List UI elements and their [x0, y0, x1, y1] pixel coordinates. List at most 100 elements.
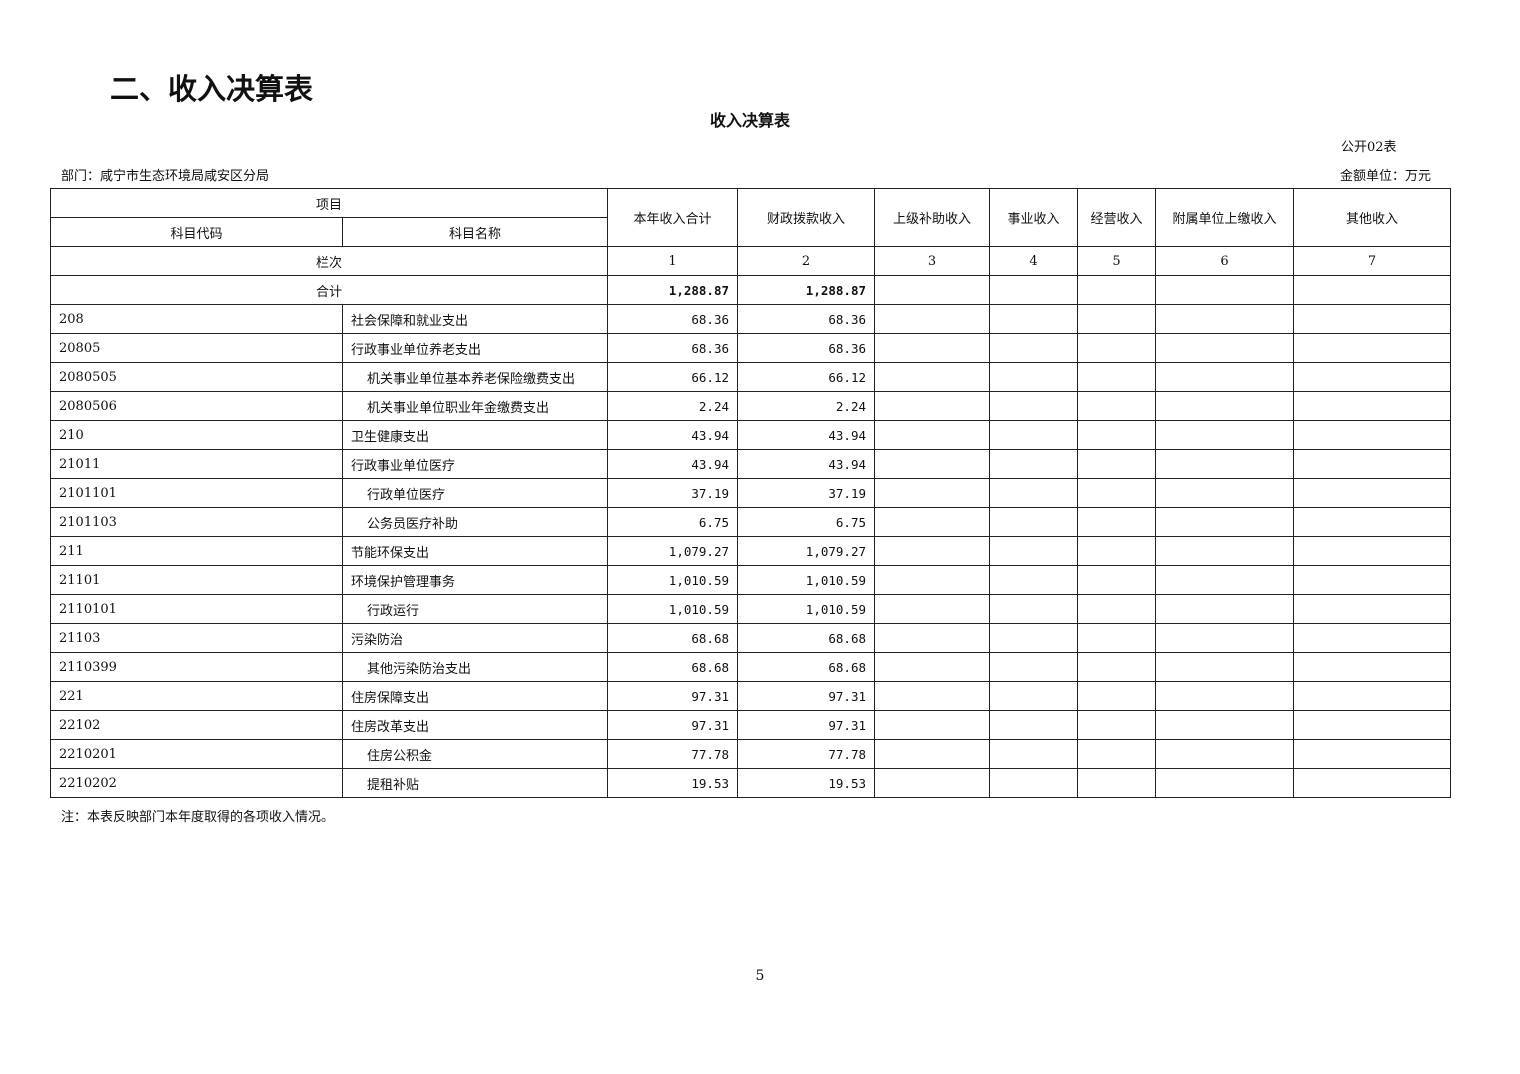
empty-cell: [1077, 681, 1157, 711]
row-name: 行政事业单位医疗: [341, 449, 609, 479]
row-total: 43.94: [607, 420, 739, 450]
total-value: [1077, 275, 1157, 305]
empty-cell: [874, 652, 991, 682]
row-fiscal: 77.78: [737, 739, 876, 769]
empty-cell: [1293, 536, 1452, 566]
section-title: 二、收入决算表: [110, 72, 314, 106]
row-code: 21101: [50, 565, 343, 595]
row-total: 68.68: [607, 623, 739, 653]
empty-cell: [989, 536, 1079, 566]
row-total: 68.36: [607, 333, 739, 363]
empty-cell: [874, 507, 991, 537]
table-row: 221 住房保障支出 97.31 97.31: [50, 681, 1452, 711]
row-total: 77.78: [607, 739, 739, 769]
empty-cell: [1155, 420, 1295, 450]
empty-cell: [989, 333, 1079, 363]
header-col: 附属单位上缴收入: [1155, 188, 1295, 247]
empty-cell: [1293, 623, 1452, 653]
row-name: 行政单位医疗: [341, 478, 609, 508]
empty-cell: [989, 391, 1079, 421]
empty-cell: [1155, 304, 1295, 334]
empty-cell: [1155, 507, 1295, 537]
empty-cell: [1155, 333, 1295, 363]
department-label: 部门：咸宁市生态环境局咸安区分局: [61, 169, 270, 184]
row-total: 97.31: [607, 710, 739, 740]
row-code: 210: [50, 420, 343, 450]
row-fiscal: 37.19: [737, 478, 876, 508]
empty-cell: [874, 565, 991, 595]
empty-cell: [989, 594, 1079, 624]
empty-cell: [1155, 652, 1295, 682]
row-fiscal: 66.12: [737, 362, 876, 392]
row-total: 68.36: [607, 304, 739, 334]
row-name: 提租补贴: [341, 768, 609, 798]
header-col: 经营收入: [1077, 188, 1157, 247]
empty-cell: [1293, 507, 1452, 537]
empty-cell: [874, 333, 991, 363]
header-code: 科目代码: [50, 217, 343, 247]
table-row: 21011 行政事业单位医疗 43.94 43.94: [50, 449, 1452, 479]
total-value: 1,288.87: [737, 275, 876, 305]
row-total: 1,010.59: [607, 594, 739, 624]
row-code: 2101103: [50, 507, 343, 537]
empty-cell: [1077, 565, 1157, 595]
empty-cell: [874, 623, 991, 653]
row-total: 1,079.27: [607, 536, 739, 566]
empty-cell: [1293, 565, 1452, 595]
empty-cell: [1077, 478, 1157, 508]
row-fiscal: 68.68: [737, 623, 876, 653]
page-number: 5: [755, 968, 765, 984]
row-fiscal: 97.31: [737, 681, 876, 711]
empty-cell: [1077, 536, 1157, 566]
table-row: 21103 污染防治 68.68 68.68: [50, 623, 1452, 653]
empty-cell: [1155, 594, 1295, 624]
row-code: 221: [50, 681, 343, 711]
column-index: 5: [1077, 246, 1157, 276]
empty-cell: [874, 420, 991, 450]
total-value: 1,288.87: [607, 275, 739, 305]
total-row: 合计 1,288.87 1,288.87: [49, 275, 1452, 305]
empty-cell: [989, 681, 1079, 711]
row-total: 6.75: [607, 507, 739, 537]
empty-cell: [1155, 536, 1295, 566]
table-row: 2101101 行政单位医疗 37.19 37.19: [50, 478, 1452, 508]
table-row: 2101103 公务员医疗补助 6.75 6.75: [50, 507, 1452, 537]
row-total: 1,010.59: [607, 565, 739, 595]
empty-cell: [874, 449, 991, 479]
table-note: 注：本表反映部门本年度取得的各项收入情况。: [61, 810, 335, 825]
empty-cell: [989, 565, 1079, 595]
row-total: 43.94: [607, 449, 739, 479]
empty-cell: [1155, 478, 1295, 508]
column-index-label: 栏次: [49, 246, 609, 276]
row-name: 住房改革支出: [341, 710, 609, 740]
empty-cell: [874, 710, 991, 740]
column-index: 2: [737, 246, 876, 276]
row-code: 2101101: [50, 478, 343, 508]
column-index: 4: [989, 246, 1079, 276]
total-value: [1293, 275, 1452, 305]
column-index: 7: [1293, 246, 1452, 276]
row-name: 行政运行: [341, 594, 609, 624]
row-code: 2110101: [50, 594, 343, 624]
empty-cell: [1077, 449, 1157, 479]
row-fiscal: 68.36: [737, 333, 876, 363]
income-table: 项目 本年收入合计 财政拨款收入 上级补助收入 事业收入 经营收入 附属单位上缴…: [49, 188, 1452, 798]
empty-cell: [989, 739, 1079, 769]
empty-cell: [1155, 623, 1295, 653]
empty-cell: [874, 391, 991, 421]
row-code: 2210202: [50, 768, 343, 798]
empty-cell: [874, 681, 991, 711]
empty-cell: [1077, 420, 1157, 450]
empty-cell: [1293, 681, 1452, 711]
row-code: 22102: [50, 710, 343, 740]
empty-cell: [1077, 768, 1157, 798]
empty-cell: [989, 304, 1079, 334]
header-col: 事业收入: [989, 188, 1079, 247]
row-name: 住房保障支出: [341, 681, 609, 711]
row-fiscal: 19.53: [737, 768, 876, 798]
row-fiscal: 68.36: [737, 304, 876, 334]
header-name: 科目名称: [341, 217, 609, 247]
empty-cell: [989, 449, 1079, 479]
row-fiscal: 43.94: [737, 420, 876, 450]
table-title: 收入决算表: [709, 111, 790, 130]
